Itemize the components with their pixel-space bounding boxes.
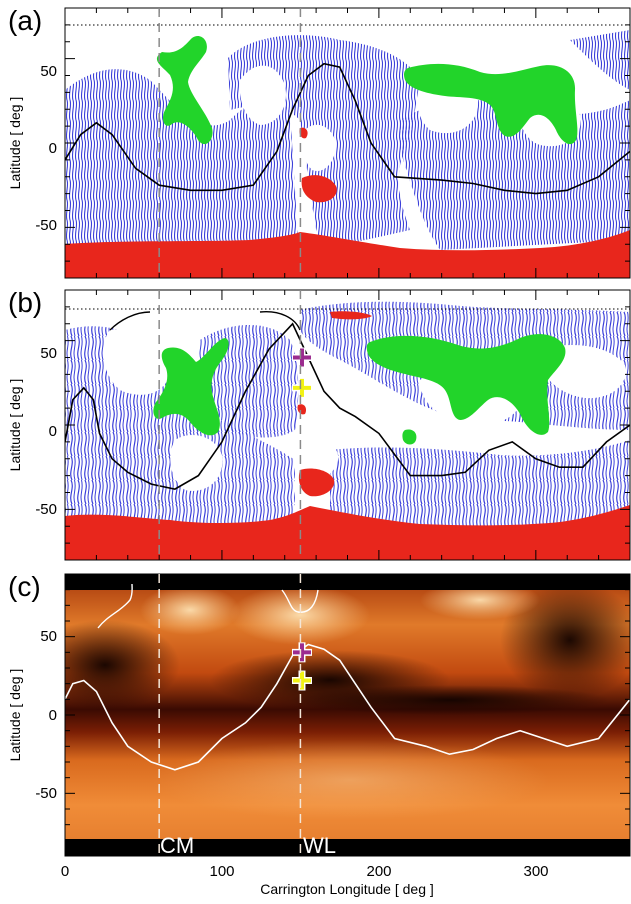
- panel-b-open-positive-3: [402, 429, 417, 445]
- panel-c-y-axis-title: Latitude [ deg ]: [7, 669, 23, 762]
- panel-b-y-axis-title: Latitude [ deg ]: [7, 379, 23, 472]
- panel-c-y-tick-50: 50: [40, 628, 57, 645]
- panel-b-open-positive-1: [153, 338, 229, 436]
- panel-c: (c) 50 0 -50 Latitude [ deg ] CM WL: [7, 571, 631, 858]
- panel-b-open-negative-south: [65, 505, 630, 560]
- panel-a-field-lines-top-right: [570, 30, 630, 90]
- x-axis-title: Carrington Longitude [ deg ]: [260, 881, 434, 897]
- panel-b-ticks: [64, 289, 631, 561]
- panel-c-heatmap-bright-bottom: [150, 740, 550, 820]
- panel-c-heatmap-bright-top: [230, 585, 370, 645]
- panel-b: (b) 50 0 -50 Latitude [ deg ]: [7, 287, 631, 561]
- panel-a: (a) 50 0 -50 Latitude [ deg ]: [7, 5, 631, 279]
- panel-b-crosses: [291, 347, 312, 398]
- x-tick-100: 100: [209, 863, 234, 880]
- panel-c-heatmap-bright-left: [140, 585, 240, 635]
- panel-c-bottom-black-band: [65, 839, 630, 856]
- panel-b-gap-1: [103, 329, 170, 395]
- panel-b-open-negative-mid: [298, 468, 335, 497]
- panel-a-open-negative-small: [299, 127, 308, 139]
- panel-c-heatmap-dark-band: [290, 685, 610, 715]
- panel-c-neutral-line-top-left: [97, 583, 133, 629]
- panel-b-y-tick-50: 50: [40, 345, 57, 362]
- panel-b-y-tick-0: 0: [49, 423, 57, 440]
- panel-a-open-negative-mid: [301, 175, 337, 203]
- panel-a-label: (a): [8, 5, 42, 36]
- panel-c-neutral-line-top-mid: [281, 589, 319, 613]
- panel-b-open-negative-top: [330, 311, 372, 320]
- panel-b-gap-5: [170, 435, 223, 491]
- panel-a-open-positive-1: [156, 35, 213, 145]
- panel-a-open-negative-south: [65, 230, 630, 278]
- x-tick-0: 0: [61, 863, 69, 880]
- panel-a-gap-5: [94, 33, 146, 69]
- marker-lines: [158, 8, 302, 856]
- panel-c-heatmap-dark-left: [65, 620, 180, 710]
- panel-a-y-tick-0: 0: [49, 140, 57, 157]
- panel-b-y-tick-minus50: -50: [35, 501, 57, 518]
- panel-a-ticks: [64, 7, 631, 279]
- x-tick-200: 200: [366, 863, 391, 880]
- panel-c-plot: [65, 574, 630, 856]
- panel-a-gap-1: [239, 65, 286, 125]
- panel-c-y-tick-minus50: -50: [35, 785, 57, 802]
- panel-a-field-lines-left: [65, 69, 300, 270]
- panel-a-y-tick-50: 50: [40, 63, 57, 80]
- panel-b-open-negative-small: [297, 404, 307, 415]
- panel-c-crosses: [291, 642, 312, 691]
- panel-a-y-axis-title: Latitude [ deg ]: [7, 97, 23, 190]
- panel-b-plot: [65, 301, 630, 560]
- marker-wl-label: WL: [303, 833, 336, 858]
- panel-c-top-black-band: [65, 574, 630, 590]
- panel-b-label: (b): [8, 287, 42, 318]
- panel-a-y-tick-minus50: -50: [35, 217, 57, 234]
- panel-b-neutral-line-top: [109, 311, 301, 331]
- panel-a-neutral-line: [65, 62, 630, 195]
- panel-c-heatmap-dark-right: [500, 580, 630, 700]
- x-tick-300: 300: [523, 863, 548, 880]
- panel-c-ticks: [64, 573, 631, 857]
- panel-b-open-positive-2: [366, 334, 566, 435]
- panel-a-plot: [65, 24, 630, 278]
- panel-c-y-tick-0: 0: [49, 707, 57, 724]
- panel-c-label: (c): [8, 571, 41, 602]
- panel-c-neutral-line: [65, 643, 630, 771]
- marker-cm-label: CM: [160, 833, 194, 858]
- panel-a-gap-4: [302, 124, 336, 171]
- panel-a-open-positive-2: [404, 63, 578, 145]
